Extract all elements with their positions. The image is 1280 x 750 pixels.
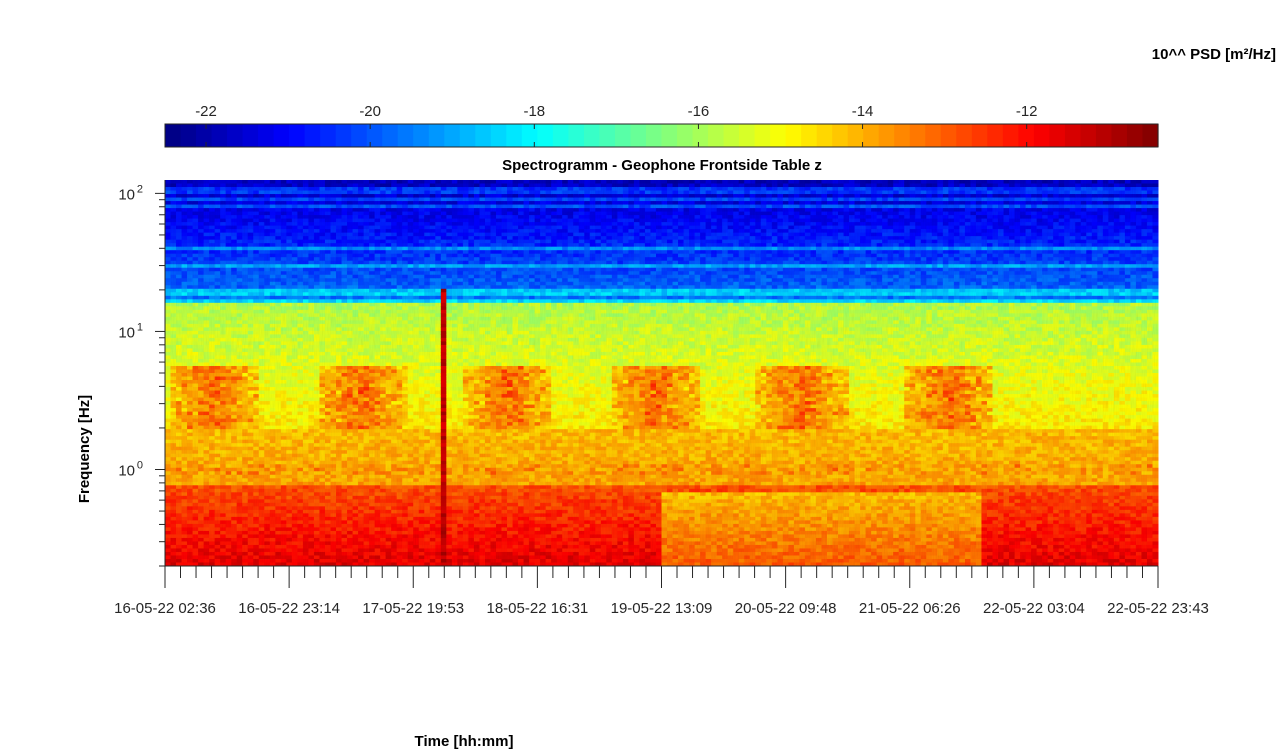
colorbar-segment <box>1002 124 1019 147</box>
colorbar-segment <box>211 124 228 147</box>
colorbar-segment <box>832 124 849 147</box>
colorbar-segment <box>196 124 213 147</box>
colorbar-segment <box>599 124 616 147</box>
colorbar-segment <box>894 124 911 147</box>
colorbar-tick-label: -12 <box>1016 103 1038 120</box>
colorbar-segment <box>1111 124 1128 147</box>
colorbar <box>164 123 1159 148</box>
colorbar-segment <box>785 124 802 147</box>
colorbar-segment <box>537 124 554 147</box>
colorbar-segment <box>475 124 492 147</box>
colorbar-segment <box>320 124 337 147</box>
colorbar-segment <box>1126 124 1144 147</box>
colorbar-segment <box>444 124 461 147</box>
colorbar-segment <box>258 124 275 147</box>
colorbar-segment <box>1064 124 1082 147</box>
colorbar-segment <box>397 124 414 147</box>
colorbar-segment <box>987 124 1004 147</box>
colorbar-tick-label: -20 <box>359 103 381 120</box>
colorbar-segment <box>909 124 926 147</box>
colorbar-segment <box>940 124 957 147</box>
colorbar-frame <box>164 123 1159 148</box>
colorbar-segment <box>382 124 399 147</box>
colorbar-segment <box>816 124 833 147</box>
colorbar-segment <box>847 124 864 147</box>
colorbar-segment <box>1049 124 1066 147</box>
colorbar-tick-label: -22 <box>195 103 217 120</box>
colorbar-segment <box>1033 124 1050 147</box>
colorbar-segment <box>956 124 973 147</box>
colorbar-segment <box>971 124 988 147</box>
colorbar-segment <box>227 124 244 147</box>
colorbar-segment <box>165 124 182 147</box>
colorbar-segment <box>1080 124 1097 147</box>
colorbar-segment <box>552 124 570 147</box>
colorbar-segment <box>1018 124 1035 147</box>
colorbar-segment <box>1142 124 1159 147</box>
colorbar-segment <box>490 124 507 147</box>
colorbar-segment <box>304 124 321 147</box>
colorbar-segment <box>754 124 771 147</box>
colorbar-segment <box>661 124 678 147</box>
colorbar-segment <box>568 124 585 147</box>
colorbar-segment <box>242 124 259 147</box>
colorbar-tick-label: -18 <box>523 103 545 120</box>
colorbar-segment <box>273 124 290 147</box>
colorbar-segment <box>878 124 895 147</box>
chart-title: Spectrogramm - Geophone Frontside Table … <box>502 157 822 174</box>
colorbar-segment <box>366 124 383 147</box>
colorbar-tick-label: -14 <box>852 103 874 120</box>
colorbar-segment <box>801 124 818 147</box>
colorbar-segment <box>739 124 756 147</box>
colorbar-segment <box>723 124 740 147</box>
colorbar-segment <box>180 124 197 147</box>
colorbar-tick-label: -16 <box>688 103 710 120</box>
colorbar-segment <box>708 124 725 147</box>
colorbar-segment <box>925 124 942 147</box>
colorbar-segment <box>335 124 352 147</box>
colorbar-segment <box>630 124 647 147</box>
colorbar-segment <box>413 124 430 147</box>
colorbar-segment <box>506 124 523 147</box>
colorbar-segment <box>614 124 632 147</box>
colorbar-segment <box>692 124 709 147</box>
colorbar-segment <box>1095 124 1113 147</box>
colorbar-segment <box>289 124 306 147</box>
colorbar-segment <box>863 124 880 147</box>
colorbar-label: 10^^ PSD [m²/Hz] <box>1152 46 1276 63</box>
colorbar-segment <box>645 124 663 147</box>
colorbar-segment <box>677 124 694 147</box>
colorbar-segment <box>521 124 538 147</box>
colorbar-ticks: -22 -20 -18 -16 -14 -12 <box>195 103 1038 147</box>
colorbar-segment <box>428 124 445 147</box>
colorbar-segment <box>351 124 368 147</box>
colorbar-segment <box>770 124 787 147</box>
colorbar-segment <box>583 124 601 147</box>
colorbar-segment <box>459 124 476 147</box>
spectrogram-plot-area <box>165 180 1159 567</box>
